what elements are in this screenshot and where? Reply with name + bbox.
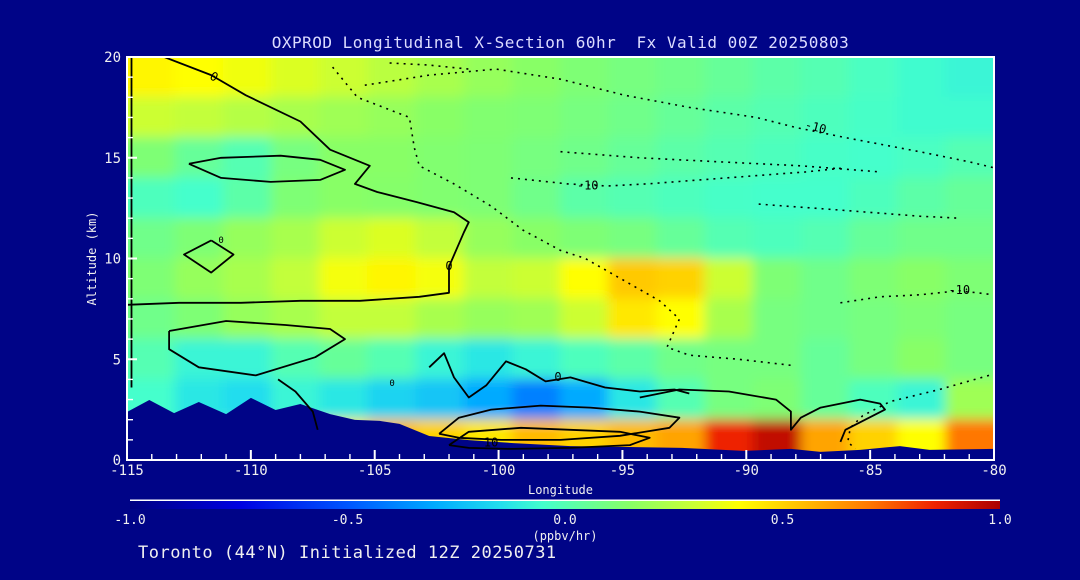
x-tick-label: -110	[234, 463, 268, 479]
colorbar-unit-label: (ppbv/hr)	[532, 529, 597, 543]
colorbar-tick-label: 0.0	[553, 513, 576, 528]
x-tick-label: -80	[981, 463, 1006, 479]
colorbar-tick-label: -1.0	[114, 513, 145, 528]
y-tick-label: 15	[104, 151, 121, 167]
contour-line-solid	[438, 404, 681, 441]
colorbar-border	[130, 499, 1000, 501]
contour-label: 0	[389, 379, 394, 389]
plot-title: OXPROD Longitudinal X-Section 60hr Fx Va…	[271, 33, 850, 52]
contour-line-solid	[277, 378, 319, 431]
y-tick-label: 20	[104, 50, 121, 66]
colorbar	[130, 501, 1000, 509]
y-tick-label: 10	[104, 252, 121, 268]
contour-line-dotted	[847, 374, 990, 450]
x-axis-label: Longitude	[528, 483, 593, 497]
x-tick-label: -95	[610, 463, 635, 479]
contour-line-solid	[448, 426, 651, 450]
contour-label: -10	[803, 117, 828, 136]
colorbar-tick-label: 0.5	[771, 513, 794, 528]
y-tick-label: 5	[113, 352, 121, 368]
contour-line-solid	[183, 239, 235, 274]
colorbar-tick-label: 1.0	[988, 513, 1011, 528]
x-tick-label: -115	[110, 463, 144, 479]
contour-label: -10	[948, 283, 970, 297]
station-init-label: Toronto (44°N) Initialized 12Z 20250731	[138, 543, 557, 563]
contour-line-solid	[428, 352, 690, 399]
y-axis-label: Altitude (km)	[85, 212, 99, 306]
plot-frame-box	[126, 56, 995, 461]
colorbar-tick-label: -0.5	[332, 513, 363, 528]
contour-label: 0	[554, 370, 561, 384]
x-tick-label: -90	[734, 463, 759, 479]
x-tick-label: -105	[358, 463, 392, 479]
x-tick-label: -85	[857, 463, 882, 479]
contour-label: -10	[577, 179, 599, 193]
contour-line-dotted	[331, 66, 791, 367]
contour-label: 0	[218, 236, 223, 246]
contour-label: 0	[445, 259, 452, 273]
contour-line-dotted	[560, 150, 881, 173]
contour-line-solid	[168, 320, 346, 377]
y-tick-label: 0	[113, 453, 121, 469]
terrain-silhouette	[127, 397, 994, 460]
axis-ticks	[126, 56, 995, 461]
contour-line-dotted	[510, 167, 846, 187]
x-tick-label: -100	[482, 463, 516, 479]
contour-line-solid	[639, 388, 886, 443]
contour-line-solid	[127, 57, 470, 306]
contour-line-solid	[188, 154, 346, 183]
contour-label: 10	[484, 435, 498, 449]
